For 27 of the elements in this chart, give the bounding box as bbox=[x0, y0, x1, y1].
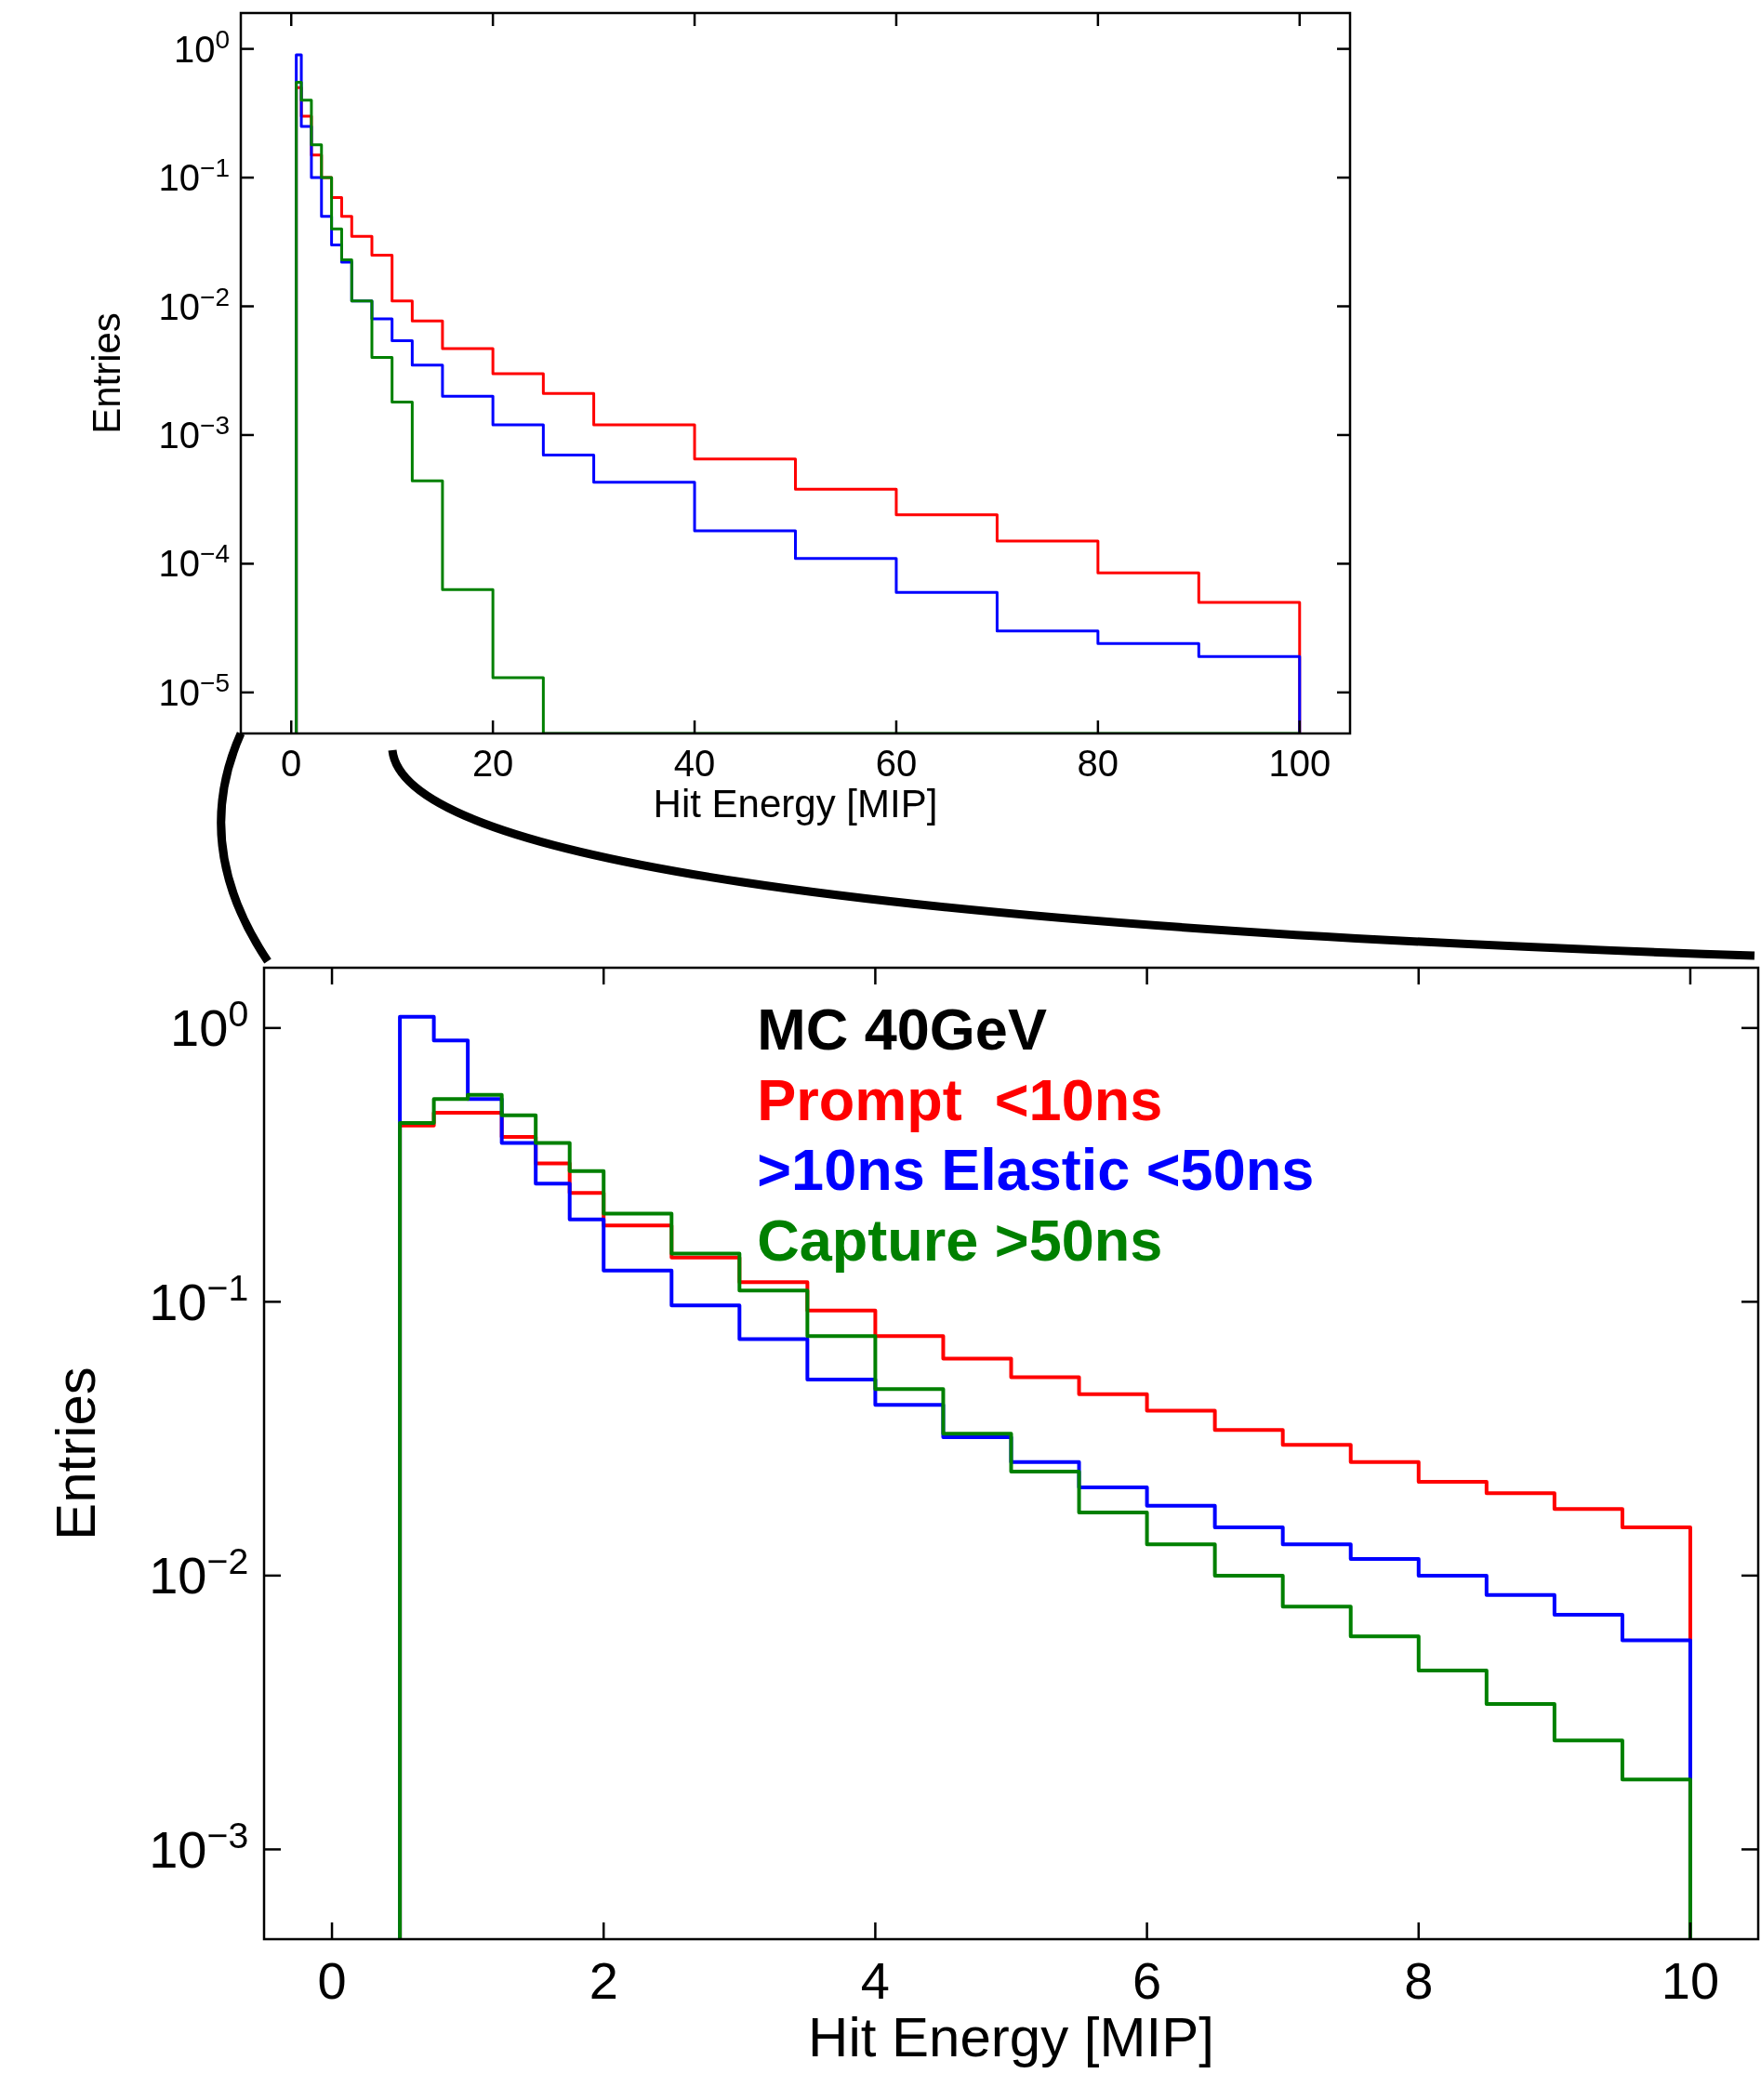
legend-title: MC 40GeV bbox=[757, 997, 1047, 1063]
x-tick-label: 80 bbox=[1077, 743, 1119, 784]
y-tick-label: 10$^{−2}$ bbox=[149, 1540, 249, 1605]
y-tick-label: 10$^{0}$ bbox=[170, 993, 249, 1058]
x-tick-label: 100 bbox=[1268, 743, 1331, 784]
y-tick-label: 10$^{−3}$ bbox=[149, 1815, 249, 1880]
x-tick-label: 0 bbox=[281, 743, 302, 784]
series-label: Capture >50ns bbox=[757, 1208, 1163, 1273]
x-tick-label: 10 bbox=[1661, 1951, 1720, 2011]
y-tick-label: 10$^{−4}$ bbox=[158, 538, 230, 585]
x-tick-label: 2 bbox=[589, 1951, 618, 2011]
series-label: >10ns Elastic <50ns bbox=[757, 1137, 1315, 1203]
x-tick-label: 60 bbox=[875, 743, 918, 784]
y-tick-label: 10$^{−1}$ bbox=[149, 1267, 249, 1331]
y-axis-title: Entries bbox=[45, 1367, 107, 1540]
x-tick-label: 0 bbox=[317, 1951, 347, 2011]
x-tick-label: 40 bbox=[673, 743, 716, 784]
y-axis-title: Entries bbox=[85, 312, 128, 434]
y-tick-label: 10$^{−2}$ bbox=[158, 282, 230, 327]
x-axis-title: Hit Energy [MIP] bbox=[653, 782, 938, 825]
x-tick-label: 20 bbox=[471, 743, 514, 784]
y-tick-label: 10$^{−3}$ bbox=[158, 410, 230, 456]
y-tick-label: 10$^{0}$ bbox=[173, 24, 230, 70]
y-tick-label: 10$^{−5}$ bbox=[158, 667, 230, 713]
y-tick-label: 10$^{−1}$ bbox=[158, 152, 230, 199]
text: Prompt <10ns bbox=[757, 1066, 1163, 1132]
x-tick-label: 8 bbox=[1404, 1951, 1434, 2011]
